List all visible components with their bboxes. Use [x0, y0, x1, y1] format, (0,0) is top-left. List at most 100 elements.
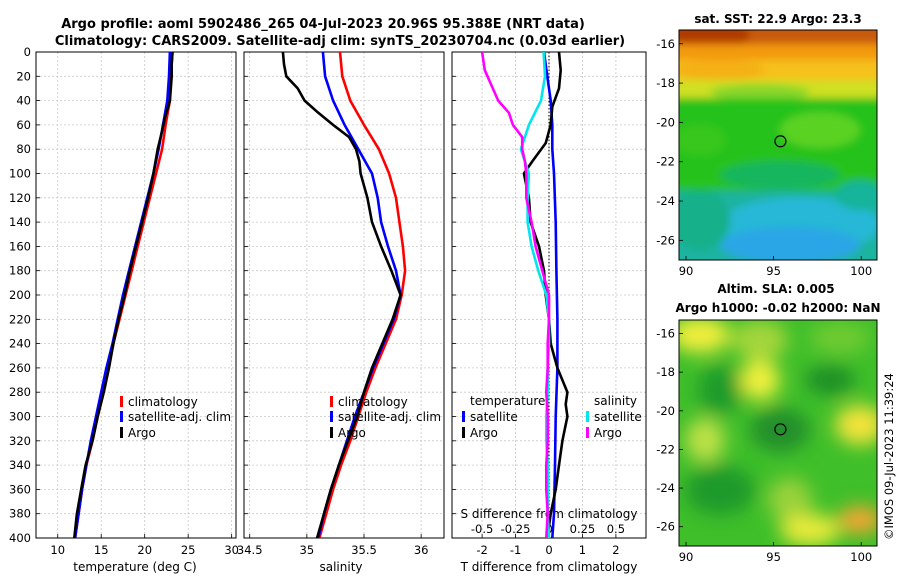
sla-argo-location-marker [774, 423, 787, 436]
map-ytick-label: -22 [656, 442, 675, 456]
ytick-label: 60 [16, 118, 31, 132]
sst-map-frame [678, 29, 878, 261]
map-ytick-label: -18 [656, 76, 675, 90]
map-ytick-label: -24 [656, 481, 675, 495]
xtick-label: -1 [510, 543, 521, 557]
ytick-label: 180 [9, 264, 31, 278]
map-xtick-label: 90 [679, 264, 694, 278]
map-xtick-label: 95 [766, 550, 781, 564]
ytick-label: 320 [9, 434, 31, 448]
temperature-series [73, 52, 174, 538]
sla-map-image [679, 320, 877, 546]
ytick-label: 240 [9, 337, 31, 351]
map-ytick-label: -20 [656, 115, 675, 129]
panel-frame [243, 51, 445, 539]
map-ytick-label: -26 [656, 520, 675, 534]
map-ytick-label: -20 [656, 404, 675, 418]
map-ytick-label: -16 [656, 327, 675, 341]
salinity-series [281, 52, 407, 538]
xtick-label: 2 [612, 543, 619, 557]
legend-swatch-argo [120, 427, 123, 438]
legend-header-salinity: salinity [594, 394, 637, 408]
sst-map-title: sat. SST: 22.9 Argo: 23.3 [694, 12, 861, 26]
legend-swatch-t-argo [462, 427, 465, 438]
xtick-label: 10 [50, 543, 65, 557]
legend-swatch-s-argo [586, 427, 589, 438]
xtick-label: 1 [579, 543, 586, 557]
ytick-label: 0 [24, 45, 31, 59]
legend-label-climatology: climatology [338, 395, 408, 409]
legend-swatch-satellite [330, 411, 333, 422]
ytick-label: 20 [16, 69, 31, 83]
legend-label-argo: Argo [128, 426, 156, 440]
legend-label-satellite: satellite-adj. clim [128, 410, 231, 424]
legend-swatch-t-satellite [462, 411, 465, 422]
sst-argo-location-marker [774, 135, 787, 148]
legend-swatch-argo [330, 427, 333, 438]
legend-label-satellite: satellite-adj. clim [338, 410, 441, 424]
title-line-1: Argo profile: aoml 5902486_265 04-Jul-20… [61, 17, 585, 32]
panel-frame [35, 51, 237, 539]
ytick-label: 200 [9, 288, 31, 302]
difference-series [480, 52, 569, 538]
ytick-label: 140 [9, 215, 31, 229]
ytick-label: 80 [16, 142, 31, 156]
map-ytick-label: -18 [656, 365, 675, 379]
xtick-label: -2 [476, 543, 487, 557]
ytick-label: 400 [9, 531, 31, 545]
map-xtick-label: 100 [850, 550, 872, 564]
series-line-s-argo [480, 52, 551, 538]
map-xtick-label: 95 [766, 264, 781, 278]
difference-legend: temperature salinity satellite Argo sate… [462, 394, 642, 440]
xtick-label: 30 [224, 543, 239, 557]
ytick-label: 160 [9, 239, 31, 253]
sst-map-ticks: 90 95 100 -16 -18 -20 -22 -24 -26 [656, 37, 872, 278]
ytick-label: 120 [9, 191, 31, 205]
temperature-grid: 0 20 40 60 80 100 120 140 160 180 200 220 240 260 280 3… [9, 45, 239, 557]
legend-swatch-climatology [120, 396, 123, 407]
salinity-legend: climatology satellite-adj. clim Argo [330, 395, 441, 440]
ytick-label: 300 [9, 410, 31, 424]
imos-watermark: ©IMOS 09-Jul-2023 11:39:24 [882, 373, 896, 540]
ytick-label: 40 [16, 94, 31, 108]
salinity-grid: 34.5 35 35.5 36 [237, 51, 445, 557]
xtick2-label: -0.5 [471, 522, 493, 536]
series-line-t-satellite [542, 52, 559, 538]
temperature-xlabel: temperature (deg C) [73, 560, 196, 574]
xtick-label: 35.5 [351, 543, 377, 557]
ytick-label: 260 [9, 361, 31, 375]
legend-swatch-climatology [330, 396, 333, 407]
temperature-legend: climatology satellite-adj. clim Argo [120, 395, 231, 440]
map-xtick-label: 90 [679, 550, 694, 564]
sla-map-ticks: 90 95 100 -16 -18 -20 -22 -24 -26 [656, 327, 872, 564]
xtick-label: 36 [414, 543, 429, 557]
ytick-label: 340 [9, 458, 31, 472]
sst-map-image [679, 30, 877, 260]
ytick-label: 280 [9, 385, 31, 399]
legend-label-climatology: climatology [128, 395, 198, 409]
ytick-label: 380 [9, 507, 31, 521]
series-line-argo [73, 52, 174, 538]
xtick-label: 0 [545, 543, 552, 557]
legend-swatch-satellite [120, 411, 123, 422]
legend-header-temperature: temperature [470, 394, 545, 408]
legend-label-argo: Argo [338, 426, 366, 440]
map-ytick-label: -24 [656, 194, 675, 208]
ytick-label: 220 [9, 312, 31, 326]
title-line-2: Climatology: CARS2009. Satellite-adj cli… [55, 34, 625, 49]
t-difference-xlabel: T difference from climatology [460, 560, 638, 574]
xtick2-label: -0.25 [501, 522, 531, 536]
xtick2-label: 0.5 [607, 522, 625, 536]
series-line-argo [281, 52, 402, 538]
xtick2-label: 0.25 [570, 522, 596, 536]
xtick-label: 25 [181, 543, 196, 557]
xtick-label: 20 [137, 543, 152, 557]
map-xtick-label: 100 [850, 264, 872, 278]
xtick-label: 35 [300, 543, 315, 557]
map-ytick-label: -26 [656, 233, 675, 247]
legend-label-s-argo: Argo [594, 426, 622, 440]
salinity-xlabel: salinity [319, 560, 362, 574]
xtick-label: 15 [94, 543, 109, 557]
